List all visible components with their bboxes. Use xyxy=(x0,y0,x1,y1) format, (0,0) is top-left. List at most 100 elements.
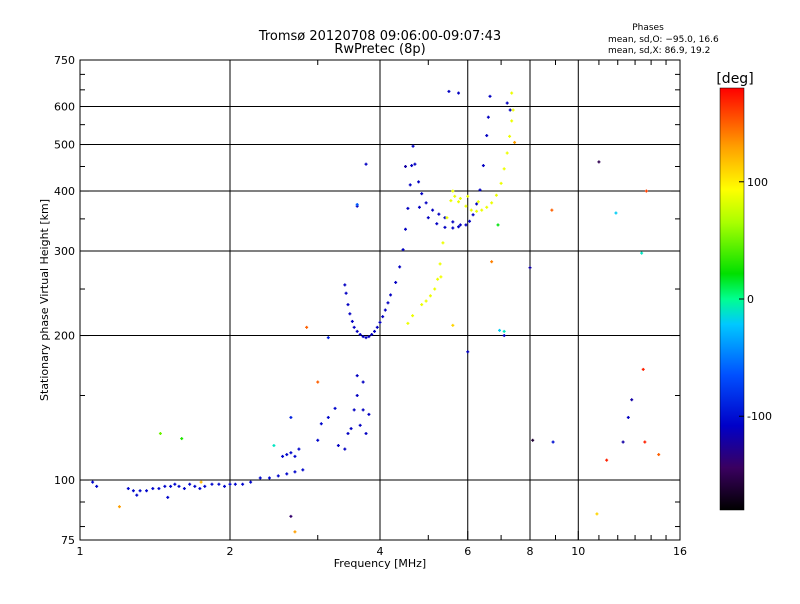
data-point xyxy=(289,451,293,455)
data-point xyxy=(499,181,503,185)
data-point xyxy=(490,260,494,264)
x-tick-labels: 1 2 4 6 8 10 16 xyxy=(77,545,688,558)
data-point xyxy=(355,329,359,333)
data-point xyxy=(621,440,625,444)
data-point xyxy=(445,216,449,220)
data-point xyxy=(169,484,173,488)
stats-line-o: mean, sd,O: −95.0, 16.6 xyxy=(608,35,719,45)
data-point xyxy=(403,227,407,231)
data-point xyxy=(406,206,410,210)
data-point xyxy=(550,208,554,212)
data-point xyxy=(188,482,192,486)
x-axis-label: Frequency [MHz] xyxy=(334,557,426,570)
axis-ticks xyxy=(79,59,681,541)
data-point xyxy=(403,164,407,168)
data-point xyxy=(364,432,368,436)
data-point xyxy=(531,438,535,442)
data-point xyxy=(496,223,500,227)
data-point xyxy=(480,208,484,212)
data-point xyxy=(285,453,289,457)
data-point xyxy=(424,299,428,303)
x-tick-label: 16 xyxy=(673,545,687,558)
data-point xyxy=(301,468,305,472)
data-point xyxy=(510,91,514,95)
data-point xyxy=(595,512,599,516)
data-point xyxy=(451,226,455,230)
data-point xyxy=(401,248,405,252)
data-point xyxy=(349,427,353,431)
data-point xyxy=(352,325,356,329)
x-tick-label: 8 xyxy=(527,545,534,558)
data-point xyxy=(316,438,320,442)
data-point xyxy=(447,89,451,93)
data-point xyxy=(258,476,262,480)
data-point xyxy=(389,293,393,297)
data-point xyxy=(458,223,462,227)
data-point xyxy=(173,482,177,486)
data-point xyxy=(428,294,432,298)
data-point xyxy=(145,489,149,493)
data-point xyxy=(199,480,203,484)
data-point xyxy=(361,380,365,384)
data-point xyxy=(166,495,170,499)
chart-title: Tromsø 20120708 09:06:00-09:07:43 xyxy=(258,29,501,44)
data-point xyxy=(381,315,385,319)
data-point xyxy=(551,440,555,444)
data-point xyxy=(358,423,362,427)
data-point xyxy=(355,374,359,378)
data-point xyxy=(198,487,202,491)
data-point xyxy=(364,162,368,166)
y-axis-label: Stationary phase Virtual Height [km] xyxy=(38,199,51,401)
data-point xyxy=(346,432,350,436)
grid-lines xyxy=(80,60,680,540)
data-point xyxy=(293,530,297,534)
data-point xyxy=(464,204,468,208)
data-point xyxy=(486,115,490,119)
data-point xyxy=(457,225,461,229)
data-point xyxy=(490,201,494,205)
data-point xyxy=(151,487,155,491)
data-point xyxy=(217,482,221,486)
data-point xyxy=(508,108,512,112)
data-point xyxy=(297,447,301,451)
data-point xyxy=(614,211,618,215)
data-point xyxy=(417,180,421,184)
data-point xyxy=(505,151,509,155)
data-point xyxy=(457,91,461,95)
data-point xyxy=(643,440,647,444)
data-point xyxy=(293,470,297,474)
data-point xyxy=(420,192,424,196)
data-point xyxy=(437,212,441,216)
data-point xyxy=(411,144,415,148)
data-point xyxy=(458,196,462,200)
data-point xyxy=(367,335,371,339)
data-point xyxy=(485,134,489,138)
data-point xyxy=(177,484,181,488)
y-tick-labels: 75 100 200 300 400 500 600 750 xyxy=(54,54,75,547)
data-point xyxy=(346,303,350,307)
data-point xyxy=(640,251,644,255)
data-point xyxy=(241,482,245,486)
data-point xyxy=(138,489,142,493)
data-point xyxy=(502,334,506,338)
data-point xyxy=(406,321,410,325)
data-point xyxy=(158,432,162,436)
data-point xyxy=(413,162,417,166)
data-point xyxy=(344,291,348,295)
data-point xyxy=(457,200,461,204)
data-point xyxy=(410,164,414,168)
data-point xyxy=(424,201,428,205)
data-point xyxy=(223,484,227,488)
data-point xyxy=(182,487,186,491)
data-point xyxy=(438,262,442,266)
data-point xyxy=(157,487,161,491)
stats-line-x: mean, sd,X: 86.9, 19.2 xyxy=(608,46,710,56)
data-point xyxy=(441,241,445,245)
data-point xyxy=(370,332,374,336)
data-point xyxy=(475,209,479,213)
x-tick-label: 2 xyxy=(227,545,234,558)
data-point xyxy=(326,336,330,340)
colorbar-tick-label: 100 xyxy=(747,176,768,189)
data-point xyxy=(433,287,437,291)
